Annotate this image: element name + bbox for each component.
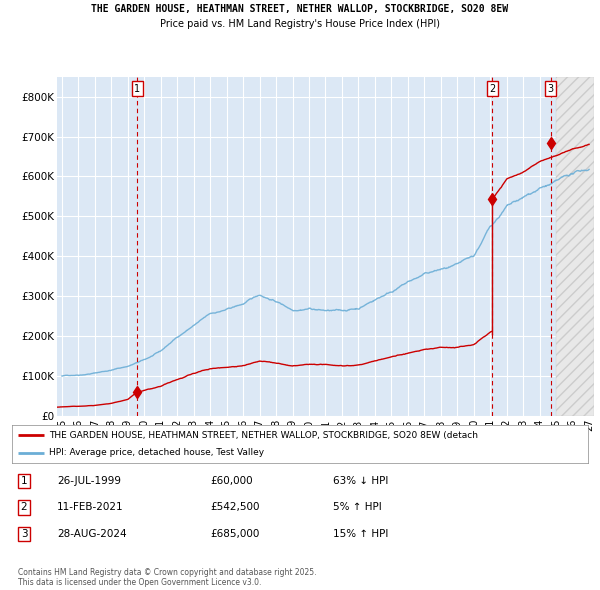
Text: 3: 3 xyxy=(20,529,28,539)
Text: 5% ↑ HPI: 5% ↑ HPI xyxy=(333,503,382,512)
Text: 26-JUL-1999: 26-JUL-1999 xyxy=(57,476,121,486)
Text: 28-AUG-2024: 28-AUG-2024 xyxy=(57,529,127,539)
Text: THE GARDEN HOUSE, HEATHMAN STREET, NETHER WALLOP, STOCKBRIDGE, SO20 8EW (detach: THE GARDEN HOUSE, HEATHMAN STREET, NETHE… xyxy=(49,431,478,440)
Text: HPI: Average price, detached house, Test Valley: HPI: Average price, detached house, Test… xyxy=(49,448,265,457)
Text: Price paid vs. HM Land Registry's House Price Index (HPI): Price paid vs. HM Land Registry's House … xyxy=(160,19,440,29)
Bar xyxy=(556,77,594,416)
Text: 2: 2 xyxy=(20,503,28,512)
Text: 3: 3 xyxy=(547,84,554,94)
Text: 11-FEB-2021: 11-FEB-2021 xyxy=(57,503,124,512)
Text: 1: 1 xyxy=(20,476,28,486)
Text: THE GARDEN HOUSE, HEATHMAN STREET, NETHER WALLOP, STOCKBRIDGE, SO20 8EW: THE GARDEN HOUSE, HEATHMAN STREET, NETHE… xyxy=(91,4,509,14)
Text: 63% ↓ HPI: 63% ↓ HPI xyxy=(333,476,388,486)
Text: £685,000: £685,000 xyxy=(210,529,259,539)
Text: Contains HM Land Registry data © Crown copyright and database right 2025.
This d: Contains HM Land Registry data © Crown c… xyxy=(18,568,317,587)
Text: £60,000: £60,000 xyxy=(210,476,253,486)
Text: 1: 1 xyxy=(134,84,140,94)
Text: 2: 2 xyxy=(489,84,496,94)
Text: 15% ↑ HPI: 15% ↑ HPI xyxy=(333,529,388,539)
Text: £542,500: £542,500 xyxy=(210,503,260,512)
